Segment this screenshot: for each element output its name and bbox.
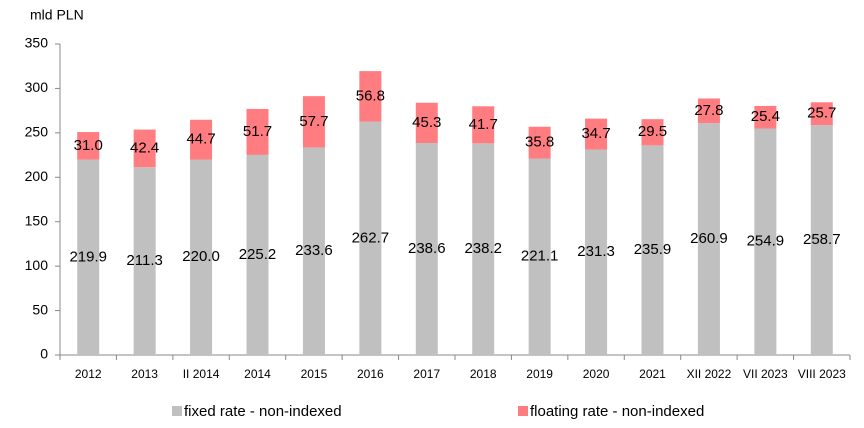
bar-segment: [585, 118, 608, 150]
bar-segment: [302, 147, 325, 355]
data-label: 258.7: [803, 231, 841, 248]
x-tick-label: 2020: [583, 367, 610, 381]
data-label: 34.7: [581, 125, 610, 142]
data-label: 262.7: [352, 229, 390, 246]
bar-segment: [190, 159, 213, 355]
data-label: 221.1: [521, 248, 559, 265]
bar-segment: [472, 143, 495, 355]
data-label: 29.5: [638, 123, 667, 140]
y-axis-label: mld PLN: [30, 7, 84, 23]
y-tick-label: 100: [25, 257, 49, 273]
bar-segment: [754, 128, 777, 355]
data-label: 254.9: [747, 233, 785, 250]
x-tick-label: 2012: [75, 367, 102, 381]
bar-segment: [77, 132, 100, 160]
bar-segment: [359, 71, 382, 122]
data-label: 42.4: [130, 139, 159, 156]
bar-segment: [133, 129, 156, 168]
y-tick-label: 0: [40, 346, 48, 362]
data-label: 35.8: [525, 134, 554, 151]
bar-segment: [810, 125, 833, 355]
data-label: 260.9: [690, 230, 728, 247]
bar-segment: [472, 106, 495, 144]
y-tick-label: 200: [25, 168, 49, 184]
y-tick-label: 250: [25, 124, 49, 140]
bar-segment: [641, 119, 664, 146]
bar-segment: [302, 96, 325, 148]
data-label: 56.8: [356, 87, 385, 104]
x-tick-label: 2021: [639, 367, 666, 381]
data-label: 211.3: [126, 252, 162, 269]
bar-segment: [697, 123, 720, 355]
data-label: 238.6: [408, 240, 446, 257]
bar-segment: [133, 167, 156, 355]
data-label: 25.7: [807, 105, 836, 122]
bar-segment: [246, 154, 269, 355]
bar-segment: [246, 108, 269, 155]
y-tick-label: 50: [32, 301, 48, 317]
bar-segment: [359, 121, 382, 355]
x-tick-label: 2018: [470, 367, 497, 381]
data-label: 45.3: [412, 114, 441, 131]
bar-segment: [77, 159, 100, 355]
data-label: 51.7: [243, 123, 272, 140]
bar-segment: [641, 145, 664, 355]
bar-segment: [415, 102, 438, 143]
x-tick-label: XII 2022: [687, 367, 732, 381]
data-label: 27.8: [694, 102, 723, 119]
x-tick-label: 2016: [357, 367, 384, 381]
y-tick-label: 350: [25, 35, 49, 51]
data-label: 44.7: [186, 131, 215, 148]
x-tick-label: 2013: [131, 367, 158, 381]
y-tick-label: 150: [25, 212, 49, 228]
legend-label: floating rate - non-indexed: [530, 403, 704, 420]
legend-label: fixed rate - non-indexed: [184, 403, 342, 420]
y-tick-label: 300: [25, 79, 49, 95]
x-tick-label: 2017: [413, 367, 440, 381]
x-tick-label: 2014: [244, 367, 271, 381]
data-label: 220.0: [182, 248, 220, 265]
legend-swatch: [518, 406, 528, 416]
data-label: 225.2: [239, 246, 277, 263]
data-label: 41.7: [469, 116, 498, 133]
bar-segment: [415, 142, 438, 355]
bar-segment: [528, 126, 551, 159]
data-label: 238.2: [464, 240, 502, 257]
data-label: 219.9: [69, 248, 107, 265]
data-label: 25.4: [751, 108, 780, 125]
data-label: 231.3: [577, 243, 615, 260]
legend-swatch: [172, 406, 182, 416]
bar-segment: [697, 98, 720, 124]
x-tick-label: VII 2023: [743, 367, 788, 381]
bar-segment: [754, 105, 777, 129]
data-label: 31.0: [74, 137, 103, 154]
data-label: 235.9: [634, 241, 672, 258]
bar-segment: [810, 102, 833, 126]
data-label: 57.7: [299, 113, 328, 130]
x-tick-label: 2019: [526, 367, 553, 381]
bar-segment: [190, 119, 213, 160]
bar-segment: [585, 149, 608, 355]
x-tick-label: 2015: [301, 367, 328, 381]
bar-segment: [528, 158, 551, 355]
x-tick-label: VIII 2023: [798, 367, 846, 381]
x-tick-label: II 2014: [183, 367, 220, 381]
data-label: 233.6: [295, 242, 333, 259]
